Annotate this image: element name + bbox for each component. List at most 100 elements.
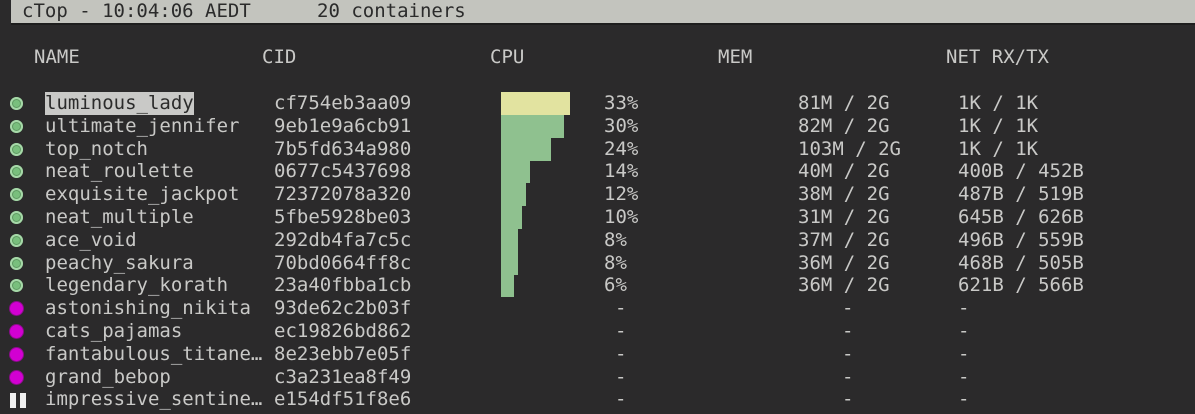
memory-usage: 36M / 2G — [798, 274, 890, 297]
container-row[interactable]: luminous_lady cf754eb3aa09 33% 81M / 2G 1K /… — [0, 92, 1195, 115]
column-header-cpu[interactable]: CPU — [490, 46, 525, 68]
container-name: neat_roulette — [45, 160, 194, 183]
cpu-percent: - — [615, 365, 627, 388]
container-row[interactable]: grand_bebop c3a231ea8f49 - - - — [0, 366, 1195, 389]
container-name: legendary_korath — [45, 274, 229, 297]
container-name: ultimate_jennifer — [45, 114, 240, 137]
running-status-icon — [10, 165, 23, 179]
container-id: cf754eb3aa09 — [274, 92, 412, 114]
container-count: 20 containers — [317, 0, 466, 22]
container-name: cats_pajamas — [45, 320, 183, 342]
running-status-icon — [10, 211, 23, 224]
container-id: c3a231ea8f49 — [274, 365, 412, 388]
container-id: 9eb1e9a6cb91 — [274, 114, 412, 137]
cpu-bar — [501, 228, 518, 252]
paused-icon — [10, 393, 26, 409]
memory-usage: - — [842, 320, 854, 342]
network-rx-tx: 645B / 626B — [958, 206, 1084, 228]
network-rx-tx: - — [958, 342, 970, 365]
running-status-icon — [10, 97, 23, 110]
column-header-cid[interactable]: CID — [262, 46, 297, 68]
cpu-bar — [501, 92, 570, 115]
container-id: 8e23ebb7e05f — [274, 342, 412, 365]
container-row[interactable]: cats_pajamas ec19826bd862 - - - — [0, 320, 1195, 343]
container-row[interactable]: top_notch 7b5fd634a980 24% 103M / 2G 1K / 1K — [0, 137, 1195, 161]
container-id: 7b5fd634a980 — [274, 137, 412, 160]
running-status-icon — [10, 119, 23, 133]
running-status-icon — [10, 279, 23, 293]
network-rx-tx: - — [958, 365, 970, 388]
network-rx-tx: 621B / 566B — [958, 274, 1084, 297]
container-row[interactable]: ace_void 292db4fa7c5c 8% 37M / 2G 496B / 559… — [0, 228, 1195, 252]
container-name: astonishing_nikita — [45, 297, 251, 320]
container-row[interactable]: ultimate_jennifer 9eb1e9a6cb91 30% 82M / 2G… — [0, 114, 1195, 138]
memory-usage: - — [842, 297, 854, 320]
cpu-bar — [501, 206, 522, 229]
network-rx-tx: 487B / 519B — [958, 183, 1084, 206]
network-rx-tx: 1K / 1K — [958, 114, 1039, 137]
cpu-percent: - — [615, 388, 627, 411]
container-row[interactable]: neat_roulette 0677c5437698 14% 40M / 2G 400B… — [0, 160, 1195, 184]
container-name: fantabulous_titane… — [45, 342, 263, 365]
network-rx-tx: - — [958, 297, 970, 320]
memory-usage: 37M / 2G — [798, 228, 890, 251]
container-name: peachy_sakura — [45, 251, 194, 274]
memory-usage: 31M / 2G — [798, 206, 890, 228]
cpu-percent: 8% — [604, 251, 627, 274]
container-row[interactable]: legendary_korath 23a40fbba1cb 6% 36M / 2G 62… — [0, 274, 1195, 298]
network-rx-tx: - — [958, 388, 970, 411]
memory-usage: 36M / 2G — [798, 251, 890, 274]
container-id: e154df51f8e6 — [274, 388, 412, 411]
container-id: 5fbe5928be03 — [274, 206, 412, 228]
header-bar: cTop - 10:04:06 AEDT 20 containers — [11, 0, 1195, 25]
container-id: ec19826bd862 — [274, 320, 412, 342]
container-row[interactable]: impressive_sentine… e154df51f8e6 - - - — [0, 388, 1195, 411]
network-rx-tx: 1K / 1K — [958, 137, 1039, 160]
cpu-percent: 6% — [604, 274, 627, 297]
memory-usage: 81M / 2G — [798, 92, 890, 114]
cpu-percent: 30% — [604, 114, 639, 137]
app-title: cTop - 10:04:06 AEDT — [22, 0, 251, 22]
network-rx-tx: 496B / 559B — [958, 228, 1084, 251]
container-name: top_notch — [45, 137, 148, 160]
network-rx-tx: - — [958, 320, 970, 342]
running-status-icon — [10, 233, 23, 247]
container-row[interactable]: neat_multiple 5fbe5928be03 10% 31M / 2G 645B… — [0, 206, 1195, 229]
cpu-percent: 12% — [604, 183, 639, 206]
container-name: ace_void — [45, 228, 137, 251]
network-rx-tx: 1K / 1K — [958, 92, 1039, 114]
container-id: 70bd0664ff8c — [274, 251, 412, 274]
container-id: 292db4fa7c5c — [274, 228, 412, 251]
cpu-bar — [501, 274, 514, 298]
memory-usage: - — [842, 388, 854, 411]
container-row[interactable]: exquisite_jackpot 72372078a320 12% 38M / 2G… — [0, 183, 1195, 207]
memory-usage: 103M / 2G — [798, 137, 901, 160]
cpu-percent: 33% — [604, 92, 639, 114]
container-row[interactable]: peachy_sakura 70bd0664ff8c 8% 36M / 2G 468B … — [0, 251, 1195, 275]
container-id: 23a40fbba1cb — [274, 274, 412, 297]
running-status-icon — [10, 256, 23, 270]
memory-usage: - — [842, 365, 854, 388]
memory-usage: 38M / 2G — [798, 183, 890, 206]
stopped-status-icon — [10, 302, 23, 316]
container-row[interactable]: astonishing_nikita 93de62c2b03f - - - — [0, 297, 1195, 320]
container-id: 0677c5437698 — [274, 160, 412, 183]
container-row[interactable]: fantabulous_titane… 8e23ebb7e05f - - - — [0, 343, 1195, 366]
cpu-percent: - — [615, 342, 627, 365]
column-header-name[interactable]: NAME — [34, 46, 80, 68]
cpu-percent: 8% — [604, 228, 627, 251]
cpu-percent: 10% — [604, 206, 639, 228]
container-name: luminous_lady — [45, 92, 194, 115]
network-rx-tx: 400B / 452B — [958, 160, 1084, 183]
cpu-percent: 14% — [604, 160, 639, 183]
memory-usage: 40M / 2G — [798, 160, 890, 183]
stopped-status-icon — [10, 325, 23, 338]
container-name: exquisite_jackpot — [45, 183, 240, 206]
column-header-net[interactable]: NET RX/TX — [946, 46, 1049, 68]
container-name: grand_bebop — [45, 365, 171, 388]
column-header-mem[interactable]: MEM — [718, 46, 753, 68]
cpu-bar — [501, 251, 518, 275]
running-status-icon — [10, 188, 23, 202]
cpu-bar — [501, 183, 526, 207]
cpu-bar — [501, 137, 551, 161]
